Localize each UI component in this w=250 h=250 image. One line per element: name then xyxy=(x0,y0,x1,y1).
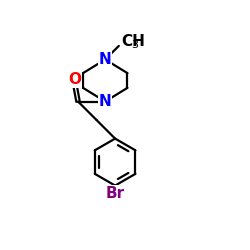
Text: N: N xyxy=(99,52,112,67)
Text: O: O xyxy=(68,72,82,87)
Text: Br: Br xyxy=(106,186,125,201)
Text: N: N xyxy=(99,94,112,109)
Text: CH: CH xyxy=(121,34,145,49)
Text: 3: 3 xyxy=(132,40,139,50)
